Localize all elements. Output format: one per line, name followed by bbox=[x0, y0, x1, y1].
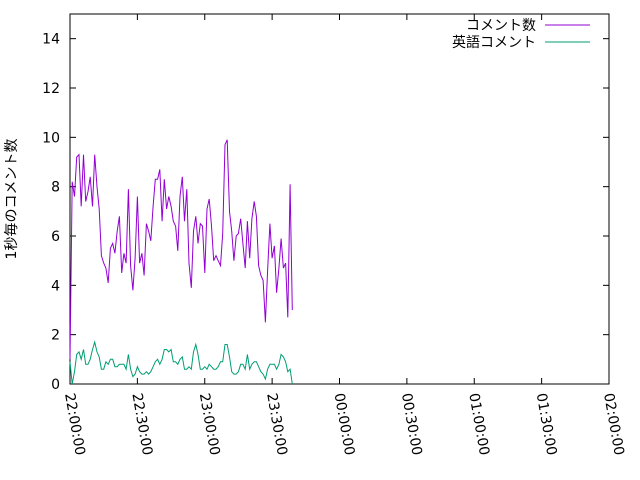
y-tick-label-6: 12 bbox=[42, 81, 60, 97]
x-tick-label-4: 00:00:00 bbox=[331, 392, 358, 457]
y-tick-label-4: 8 bbox=[51, 180, 60, 196]
x-tick-label-8: 02:00:00 bbox=[600, 392, 627, 457]
x-tick-label-3: 23:30:00 bbox=[263, 392, 290, 457]
x-tick-label-1: 22:30:00 bbox=[128, 392, 155, 457]
legend-label-1: 英語コメント bbox=[452, 34, 536, 51]
series-line-0 bbox=[69, 139, 293, 360]
x-tick-label-0: 22:00:00 bbox=[61, 392, 88, 457]
y-axis: 0 2 4 6 8 10 12 14 bbox=[42, 32, 609, 393]
y-tick-label-0: 0 bbox=[51, 377, 60, 393]
x-tick-label-2: 23:00:00 bbox=[196, 392, 223, 457]
y-tick-label-5: 10 bbox=[42, 130, 60, 146]
series-layer bbox=[69, 139, 293, 385]
x-tick-label-7: 01:30:00 bbox=[533, 392, 560, 457]
y-axis-label: 1秒毎のコメント数 bbox=[4, 139, 20, 260]
y-tick-label-7: 14 bbox=[42, 32, 60, 48]
y-tick-label-3: 6 bbox=[51, 229, 60, 245]
y-tick-label-1: 2 bbox=[51, 328, 60, 344]
legend-label-0: コメント数 bbox=[466, 18, 536, 34]
x-tick-label-6: 01:00:00 bbox=[465, 392, 492, 457]
x-tick-label-5: 00:30:00 bbox=[398, 392, 425, 457]
series-line-1 bbox=[69, 340, 293, 385]
y-tick-label-2: 4 bbox=[51, 278, 60, 294]
plot-frame bbox=[69, 13, 610, 385]
